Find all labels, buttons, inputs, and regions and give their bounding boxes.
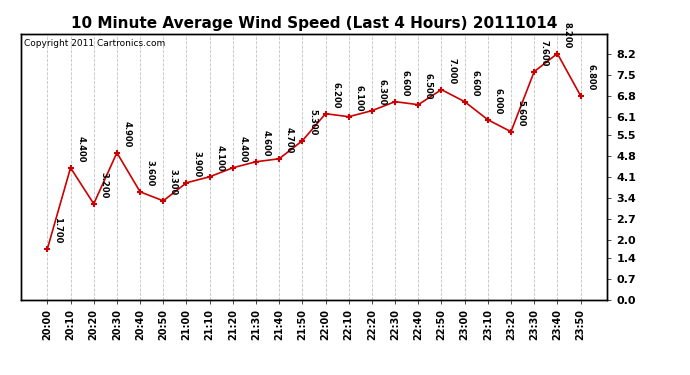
Text: 6.800: 6.800 xyxy=(586,64,595,90)
Text: 6.300: 6.300 xyxy=(377,79,386,105)
Text: 8.200: 8.200 xyxy=(563,22,572,48)
Text: 6.600: 6.600 xyxy=(470,70,479,96)
Text: 5.300: 5.300 xyxy=(308,109,317,135)
Text: 3.600: 3.600 xyxy=(146,160,155,186)
Text: 4.400: 4.400 xyxy=(238,136,248,162)
Text: 6.500: 6.500 xyxy=(424,73,433,99)
Text: 3.900: 3.900 xyxy=(192,151,201,177)
Text: 6.200: 6.200 xyxy=(331,82,340,108)
Text: 6.100: 6.100 xyxy=(354,85,363,111)
Text: 6.000: 6.000 xyxy=(493,88,502,114)
Text: 1.700: 1.700 xyxy=(53,217,62,243)
Text: 6.600: 6.600 xyxy=(401,70,410,96)
Text: Copyright 2011 Cartronics.com: Copyright 2011 Cartronics.com xyxy=(23,39,165,48)
Text: 4.900: 4.900 xyxy=(122,121,132,147)
Text: 3.200: 3.200 xyxy=(99,172,108,198)
Title: 10 Minute Average Wind Speed (Last 4 Hours) 20111014: 10 Minute Average Wind Speed (Last 4 Hou… xyxy=(71,16,557,31)
Text: 4.100: 4.100 xyxy=(215,145,224,171)
Text: 4.700: 4.700 xyxy=(285,127,294,153)
Text: 5.600: 5.600 xyxy=(517,100,526,126)
Text: 4.400: 4.400 xyxy=(76,136,85,162)
Text: 7.000: 7.000 xyxy=(447,58,456,84)
Text: 4.600: 4.600 xyxy=(262,130,270,156)
Text: 7.600: 7.600 xyxy=(540,40,549,66)
Text: 3.300: 3.300 xyxy=(169,169,178,195)
